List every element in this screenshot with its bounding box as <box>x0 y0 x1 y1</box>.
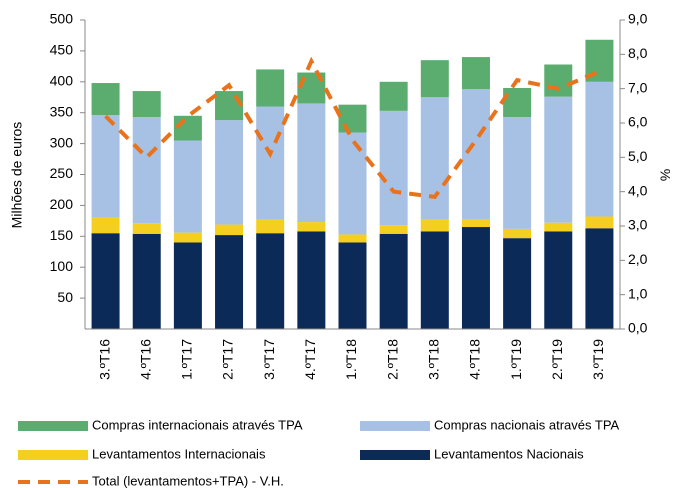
legend-label: Total (levantamentos+TPA) - V.H. <box>92 473 284 488</box>
bar-segment <box>503 238 532 329</box>
x-tick-label: 1.ºT17 <box>179 339 195 380</box>
y-tick-label: 250 <box>50 165 74 181</box>
bar-segment <box>256 233 285 329</box>
bar-segment <box>297 103 326 223</box>
bar-segment <box>173 140 202 233</box>
bar-segment <box>461 57 490 90</box>
bar-segment <box>585 81 614 217</box>
bar-segment <box>503 87 532 118</box>
x-tick-label: 4.ºT18 <box>467 339 483 380</box>
y-tick-label: 350 <box>50 103 74 119</box>
legend-swatch <box>18 421 88 431</box>
bar-segment <box>420 97 449 220</box>
bar-segment <box>461 218 490 228</box>
bar-segment <box>544 64 573 97</box>
x-tick-label: 1.ºT18 <box>343 339 359 380</box>
bar-segment <box>379 110 408 226</box>
y-tick-label: 200 <box>50 196 74 212</box>
bar-segment <box>544 231 573 329</box>
y2-tick-label: 6,0 <box>628 114 648 130</box>
y-tick-label: 400 <box>50 73 74 89</box>
x-tick-label: 4.ºT17 <box>302 339 318 380</box>
y2-tick-label: 2,0 <box>628 251 648 267</box>
bar-segment <box>544 96 573 223</box>
bar-segment <box>338 242 367 329</box>
x-tick-label: 3.ºT16 <box>96 339 112 380</box>
bar-segment <box>420 219 449 232</box>
bar-segment <box>585 228 614 329</box>
x-tick-label: 2.ºT17 <box>220 339 236 380</box>
bar-segment <box>379 225 408 234</box>
bar-segment <box>132 91 161 118</box>
bar-segment <box>379 81 408 111</box>
bar-segment <box>132 233 161 329</box>
y-tick-label: 150 <box>50 227 74 243</box>
y2-tick-label: 5,0 <box>628 148 648 164</box>
legend-label: Compras nacionais através TPA <box>434 417 620 432</box>
bar-segment <box>297 222 326 232</box>
bar-segment <box>503 228 532 239</box>
legend-swatch <box>18 450 88 460</box>
bar-segment <box>256 219 285 234</box>
x-tick-label: 1.ºT19 <box>508 339 524 380</box>
x-tick-label: 3.ºT17 <box>261 339 277 380</box>
legend-label: Levantamentos Internacionais <box>92 446 266 461</box>
bar-segment <box>461 89 490 219</box>
bar-segment <box>503 117 532 229</box>
bar-segment <box>91 115 120 218</box>
y2-tick-label: 4,0 <box>628 182 648 198</box>
y-tick-label: 300 <box>50 134 74 150</box>
y2-tick-label: 7,0 <box>628 79 648 95</box>
y-tick-label: 450 <box>50 42 74 58</box>
bar-segment <box>338 132 367 235</box>
legend-swatch <box>360 421 430 431</box>
y-tick-label: 500 <box>50 11 74 27</box>
y2-tick-label: 9,0 <box>628 11 648 27</box>
y-tick-label: 100 <box>50 258 74 274</box>
y2-axis-label: % <box>657 169 673 181</box>
y2-tick-label: 8,0 <box>628 45 648 61</box>
bar-segment <box>297 231 326 329</box>
y2-tick-label: 3,0 <box>628 217 648 233</box>
bar-segment <box>132 117 161 224</box>
legend-label: Compras internacionais através TPA <box>92 417 303 432</box>
legend-label: Levantamentos Nacionais <box>434 446 584 461</box>
bar-segment <box>420 60 449 98</box>
bar-segment <box>215 235 244 329</box>
bar-segment <box>544 222 573 232</box>
total-line <box>104 56 601 199</box>
bar-segment <box>173 232 202 243</box>
x-tick-label: 4.ºT16 <box>137 339 153 380</box>
bar-segment <box>379 233 408 329</box>
y2-tick-label: 1,0 <box>628 285 648 301</box>
bar-segment <box>215 224 244 236</box>
bar-segment <box>132 223 161 234</box>
bar-segment <box>338 234 367 243</box>
x-tick-label: 3.ºT18 <box>426 339 442 380</box>
bar-segment <box>91 217 120 234</box>
bar-segment <box>420 231 449 329</box>
y-tick-label: 50 <box>57 289 73 305</box>
bar-segment <box>256 106 285 220</box>
bar-segment <box>91 83 120 116</box>
x-tick-label: 2.ºT19 <box>549 339 565 380</box>
y2-tick-label: 0,0 <box>628 320 648 336</box>
bar-segment <box>215 91 244 121</box>
bar-segment <box>461 227 490 329</box>
bar-segment <box>338 104 367 133</box>
bar-segment <box>91 233 120 329</box>
bar-segment <box>173 242 202 329</box>
y-axis-label: Milhões de euros <box>9 122 25 229</box>
bar-segment <box>256 69 285 107</box>
x-tick-label: 3.ºT19 <box>590 339 606 380</box>
bar-segment <box>215 120 244 225</box>
legend-swatch <box>360 450 430 460</box>
x-tick-label: 2.ºT18 <box>384 339 400 380</box>
bar-segment <box>585 216 614 229</box>
